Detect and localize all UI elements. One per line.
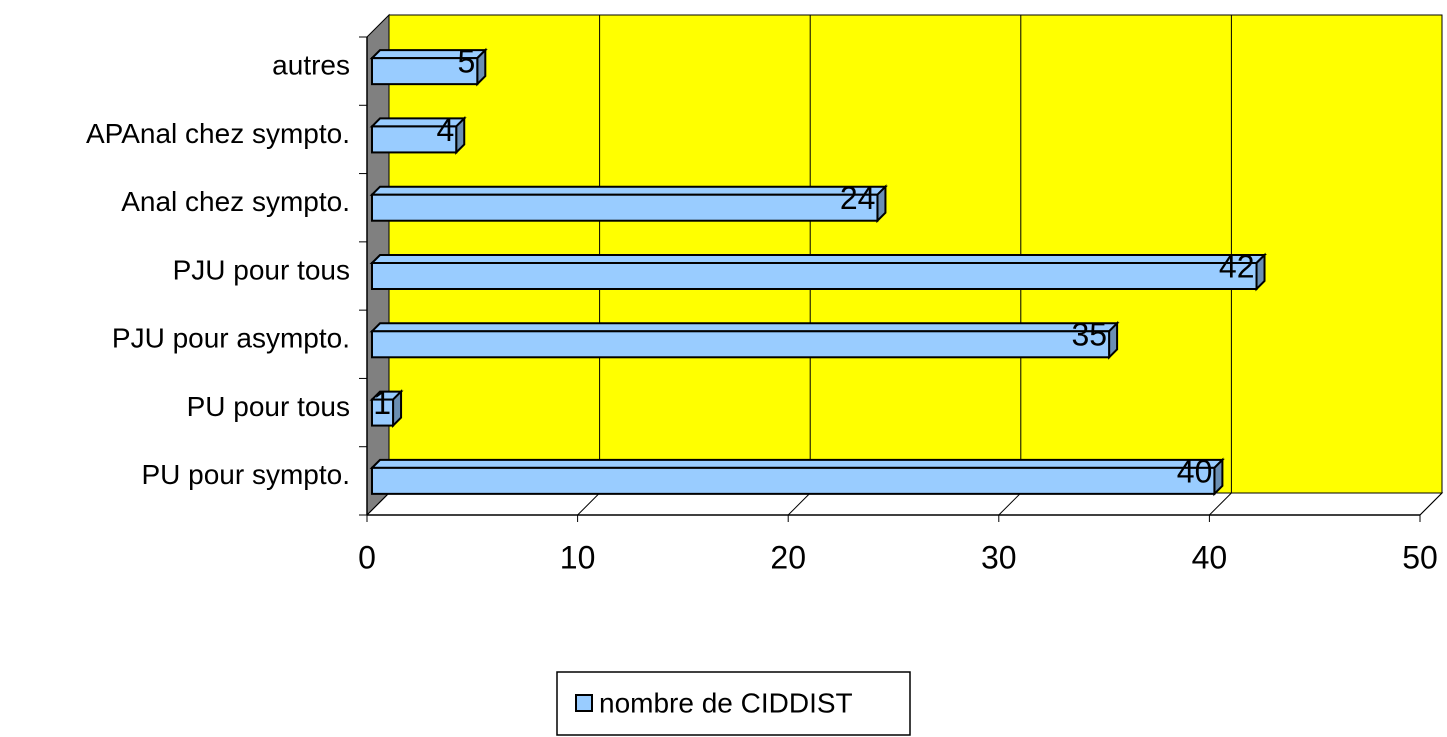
y-tick-label: PU pour sympto. bbox=[141, 459, 350, 490]
y-tick-label: PJU pour asympto. bbox=[112, 323, 350, 354]
y-tick-label: PU pour tous bbox=[187, 391, 350, 422]
bar bbox=[371, 125, 458, 154]
value-label: 4 bbox=[436, 112, 454, 148]
bar bbox=[371, 193, 879, 222]
x-tick-label: 0 bbox=[358, 539, 376, 575]
bar bbox=[371, 466, 1216, 495]
grid-line-floor bbox=[577, 492, 600, 516]
y-tick-label: APAnal chez sympto. bbox=[86, 118, 350, 149]
value-label: 5 bbox=[458, 44, 476, 80]
grid-line-floor bbox=[366, 492, 390, 516]
bar bbox=[371, 330, 1111, 359]
floor bbox=[365, 492, 1444, 516]
bar bbox=[371, 398, 395, 427]
x-tick-label: 30 bbox=[981, 539, 1017, 575]
grid-line-floor bbox=[787, 492, 811, 516]
legend-swatch bbox=[575, 694, 593, 712]
value-label: 1 bbox=[373, 385, 391, 421]
legend-label: nombre de CIDDIST bbox=[599, 687, 853, 718]
y-tick-label: Anal chez sympto. bbox=[121, 186, 350, 217]
bar-top bbox=[369, 185, 888, 196]
legend-box bbox=[556, 671, 911, 736]
y-tick-label: PJU pour tous bbox=[173, 254, 350, 285]
x-tick-label: 40 bbox=[1192, 539, 1228, 575]
value-label: 40 bbox=[1177, 453, 1213, 489]
value-label: 42 bbox=[1219, 248, 1255, 284]
value-label: 35 bbox=[1072, 317, 1108, 353]
x-tick-label: 50 bbox=[1402, 539, 1438, 575]
bar-top bbox=[369, 254, 1267, 264]
grid-line-floor bbox=[998, 492, 1022, 516]
y-tick-label: autres bbox=[272, 50, 350, 81]
bar-top bbox=[369, 458, 1225, 469]
bar-top bbox=[369, 322, 1120, 333]
value-label: 24 bbox=[840, 180, 876, 216]
grid-line-floor bbox=[1209, 492, 1232, 516]
x-tick-label: 20 bbox=[770, 539, 806, 575]
grid-line-floor bbox=[1419, 492, 1443, 516]
bar bbox=[371, 262, 1258, 290]
x-tick-label: 10 bbox=[560, 539, 596, 575]
bar bbox=[371, 57, 479, 86]
